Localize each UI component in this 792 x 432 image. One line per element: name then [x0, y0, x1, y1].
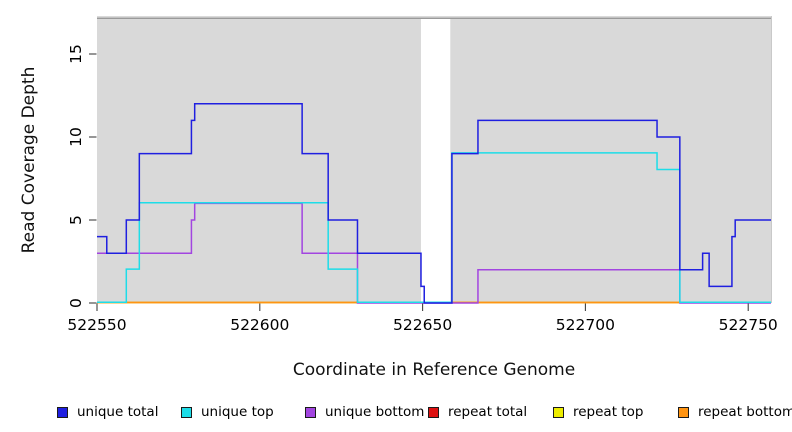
legend-label: repeat top — [573, 404, 644, 420]
y-tick-label: 15 — [67, 44, 85, 64]
series-line-unique-total — [97, 103, 771, 304]
series-lines — [97, 103, 771, 304]
legend-swatch-icon — [181, 406, 192, 418]
y-tick-label: 5 — [67, 215, 85, 225]
y-tick-label: 10 — [67, 127, 85, 147]
x-axis-title: Coordinate in Reference Genome — [292, 360, 576, 380]
series-line-unique-top — [97, 152, 771, 304]
x-tick-label: 522550 — [67, 316, 127, 334]
legend-label: repeat bottom — [698, 404, 792, 420]
legend-label: unique top — [201, 404, 274, 420]
x-tick-label: 522650 — [393, 316, 453, 334]
x-tick-label: 522600 — [230, 316, 290, 334]
y-tick-label: 0 — [67, 298, 85, 308]
legend-item-unique-total: unique total — [57, 405, 158, 419]
legend-item-unique-bottom: unique bottom — [305, 405, 424, 419]
legend-swatch-icon — [305, 406, 316, 418]
legend-item-repeat-bottom: repeat bottom — [678, 405, 792, 419]
legend-swatch-icon — [428, 406, 439, 418]
y-axis-tick-marks — [89, 53, 97, 304]
legend-label: unique bottom — [325, 404, 425, 420]
legend: unique total unique top unique bottom repea… — [0, 402, 792, 432]
legend-label: repeat total — [448, 404, 528, 420]
legend-swatch-icon — [678, 406, 689, 418]
legend-label: unique total — [77, 404, 159, 420]
x-tick-label: 522750 — [718, 316, 778, 334]
legend-item-unique-top: unique top — [181, 405, 274, 419]
series-line-unique-bottom — [97, 202, 771, 304]
y-axis-title: Read Coverage Depth — [19, 66, 39, 253]
x-tick-label: 522700 — [555, 316, 615, 334]
legend-item-repeat-top: repeat top — [553, 405, 643, 419]
legend-swatch-icon — [57, 406, 68, 418]
x-axis-tick-marks — [96, 303, 749, 311]
masked-gap-region — [420, 19, 451, 303]
legend-item-repeat-total: repeat total — [428, 405, 527, 419]
legend-swatch-icon — [553, 406, 564, 418]
